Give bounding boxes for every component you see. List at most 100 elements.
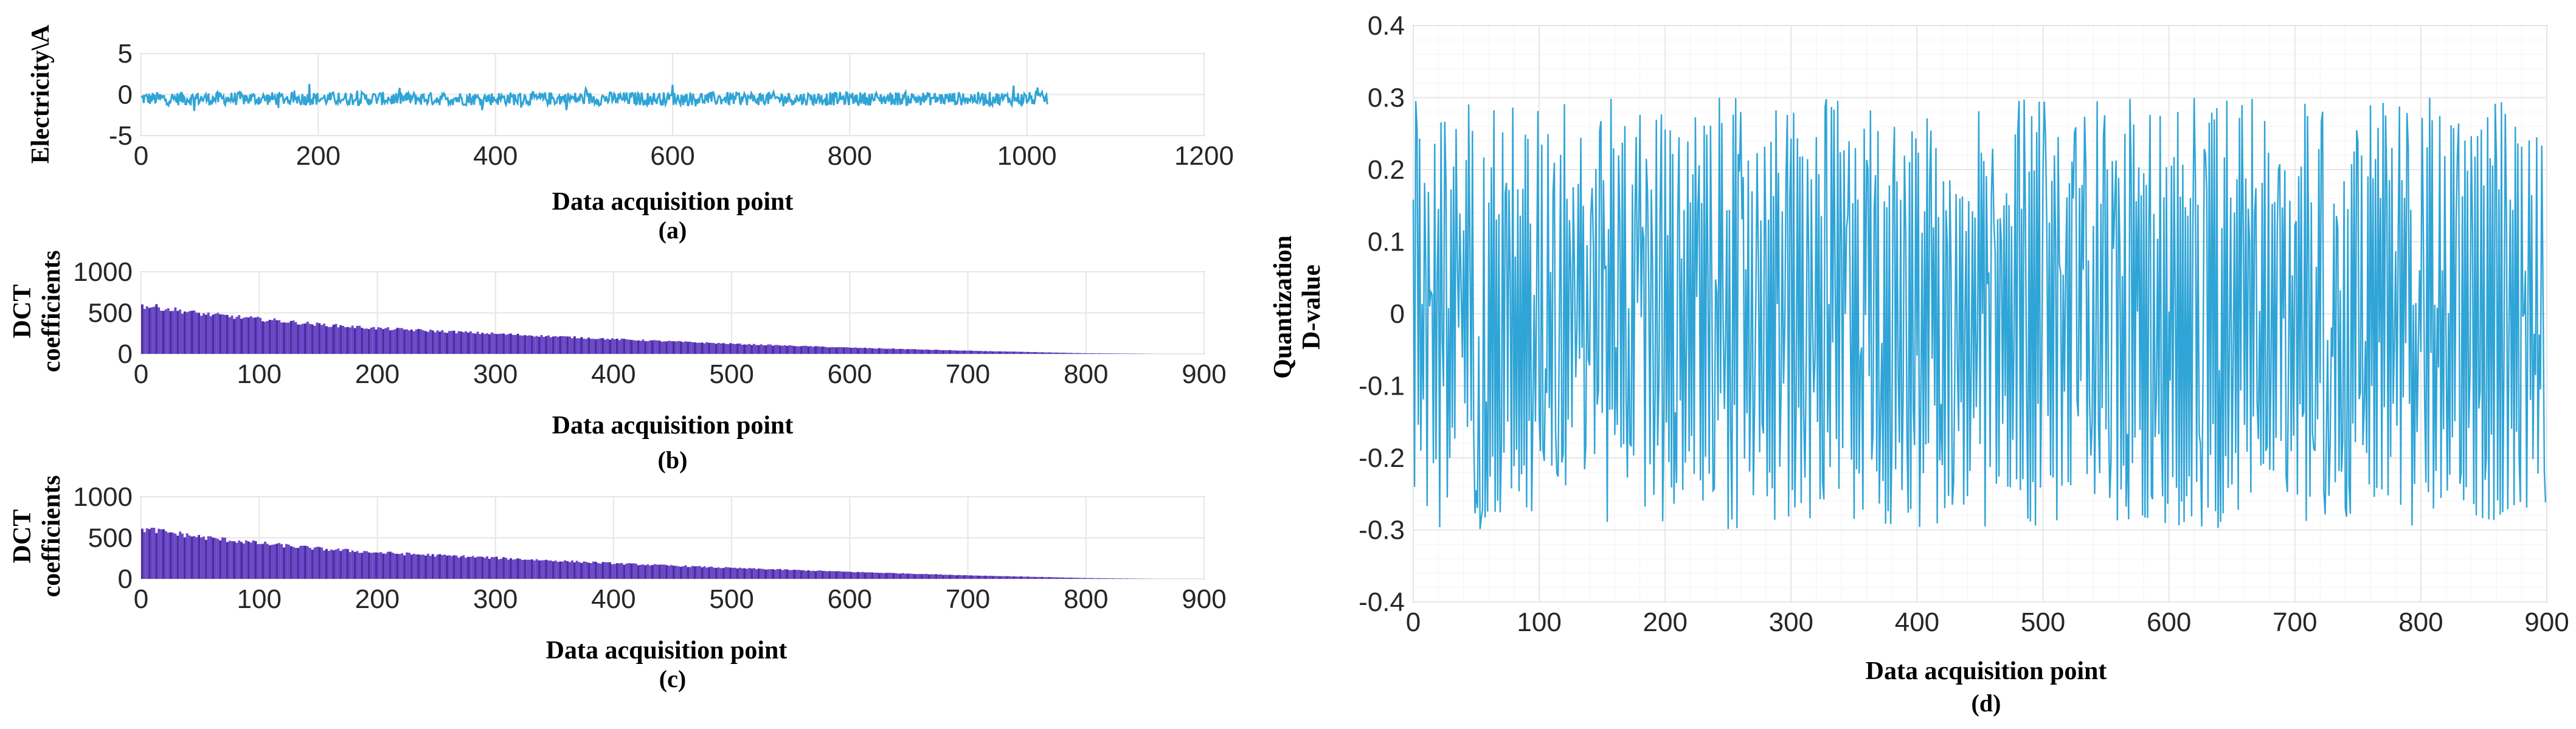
d-y-tick-label: 0.4 xyxy=(1368,11,1405,41)
c-bar xyxy=(254,541,257,579)
b-bar xyxy=(854,347,857,354)
b-bar xyxy=(639,340,642,354)
b-bar xyxy=(185,312,189,354)
b-bar xyxy=(701,342,704,354)
panel-a-ylabel: Electricity\A xyxy=(27,24,55,164)
c-bar xyxy=(471,556,474,579)
c-bar xyxy=(984,575,987,579)
b-bar xyxy=(294,322,297,354)
b-bar xyxy=(708,342,711,354)
c-x-tick-label: 400 xyxy=(591,584,635,614)
b-bar xyxy=(1064,353,1067,354)
panel-d-ylabel-line2: D-value xyxy=(1298,264,1326,350)
c-bar xyxy=(479,556,482,579)
b-bar xyxy=(452,330,455,354)
b-bar xyxy=(160,311,162,354)
c-bar xyxy=(1005,576,1008,579)
b-bar xyxy=(630,340,632,354)
b-bar xyxy=(285,322,288,354)
b-bar xyxy=(623,339,626,354)
b-bar xyxy=(717,342,720,354)
c-bar xyxy=(542,560,545,579)
c-bar xyxy=(982,576,985,579)
c-bar xyxy=(1072,578,1075,579)
b-x-tick-label: 800 xyxy=(1064,359,1108,389)
b-bar xyxy=(198,313,201,354)
b-bar xyxy=(734,344,736,354)
b-x-tick-label: 500 xyxy=(709,359,753,389)
b-bar xyxy=(219,314,222,354)
b-bar xyxy=(788,345,791,354)
b-bar xyxy=(254,317,257,354)
b-bar xyxy=(514,334,517,354)
b-bar xyxy=(939,350,942,354)
b-bar xyxy=(1076,353,1079,354)
c-bar xyxy=(481,556,484,579)
c-bar xyxy=(673,565,675,579)
b-bar xyxy=(653,340,656,354)
b-bar xyxy=(916,349,918,354)
c-bar xyxy=(443,555,446,579)
c-bar xyxy=(618,563,621,579)
d-x-tick-label: 700 xyxy=(2273,607,2317,637)
b-bar xyxy=(212,314,215,354)
b-bar xyxy=(226,314,229,354)
c-bar xyxy=(604,562,607,579)
b-x-tick-label: 600 xyxy=(828,359,872,389)
c-bar xyxy=(590,563,592,579)
b-bar xyxy=(243,317,245,354)
b-bar xyxy=(1043,352,1046,354)
c-bar xyxy=(769,569,772,579)
d-x-tick-label: 100 xyxy=(1517,607,1561,637)
c-x-tick-label: 800 xyxy=(1064,584,1108,614)
b-bar xyxy=(941,350,944,354)
b-bar xyxy=(795,346,798,354)
c-bar xyxy=(530,559,533,579)
b-x-tick-label: 200 xyxy=(355,359,400,389)
b-bar xyxy=(566,336,569,354)
b-bar xyxy=(356,325,359,354)
c-bar xyxy=(446,555,448,579)
b-bar xyxy=(216,313,220,354)
b-bar xyxy=(1017,351,1020,354)
c-bar xyxy=(833,571,836,579)
b-bar xyxy=(991,351,994,354)
c-bar xyxy=(261,544,264,579)
c-bar xyxy=(358,553,361,579)
c-y-tick-label: 0 xyxy=(118,564,133,594)
c-bar xyxy=(1034,576,1037,579)
b-bar xyxy=(949,350,952,354)
b-bar xyxy=(490,332,493,354)
c-bar xyxy=(1121,578,1124,579)
c-bar xyxy=(521,560,524,579)
b-bar xyxy=(524,335,527,354)
c-bar xyxy=(1112,578,1115,579)
b-bar xyxy=(649,340,652,354)
d-y-tick-label: -0.3 xyxy=(1359,516,1405,545)
c-bar xyxy=(850,572,853,579)
b-bar xyxy=(580,337,583,354)
b-bar xyxy=(807,346,810,354)
b-bar xyxy=(930,350,933,354)
b-bar xyxy=(736,344,739,354)
c-bar xyxy=(566,561,569,579)
c-bar xyxy=(776,568,779,579)
b-bar xyxy=(415,330,418,354)
b-bar xyxy=(1109,353,1112,354)
c-bar xyxy=(859,572,862,579)
c-bar xyxy=(814,571,817,579)
c-bar xyxy=(797,570,800,579)
b-bar xyxy=(760,344,763,354)
b-bar xyxy=(781,345,784,354)
b-bar xyxy=(575,338,578,354)
c-bar xyxy=(569,562,571,579)
b-bar xyxy=(502,333,505,354)
b-bar xyxy=(519,335,522,354)
b-bar xyxy=(909,349,912,354)
b-bar xyxy=(831,347,834,354)
b-bar xyxy=(797,346,800,354)
c-bar xyxy=(923,574,926,579)
c-bar xyxy=(214,537,217,579)
b-bar xyxy=(493,333,496,354)
c-bar xyxy=(209,536,212,579)
